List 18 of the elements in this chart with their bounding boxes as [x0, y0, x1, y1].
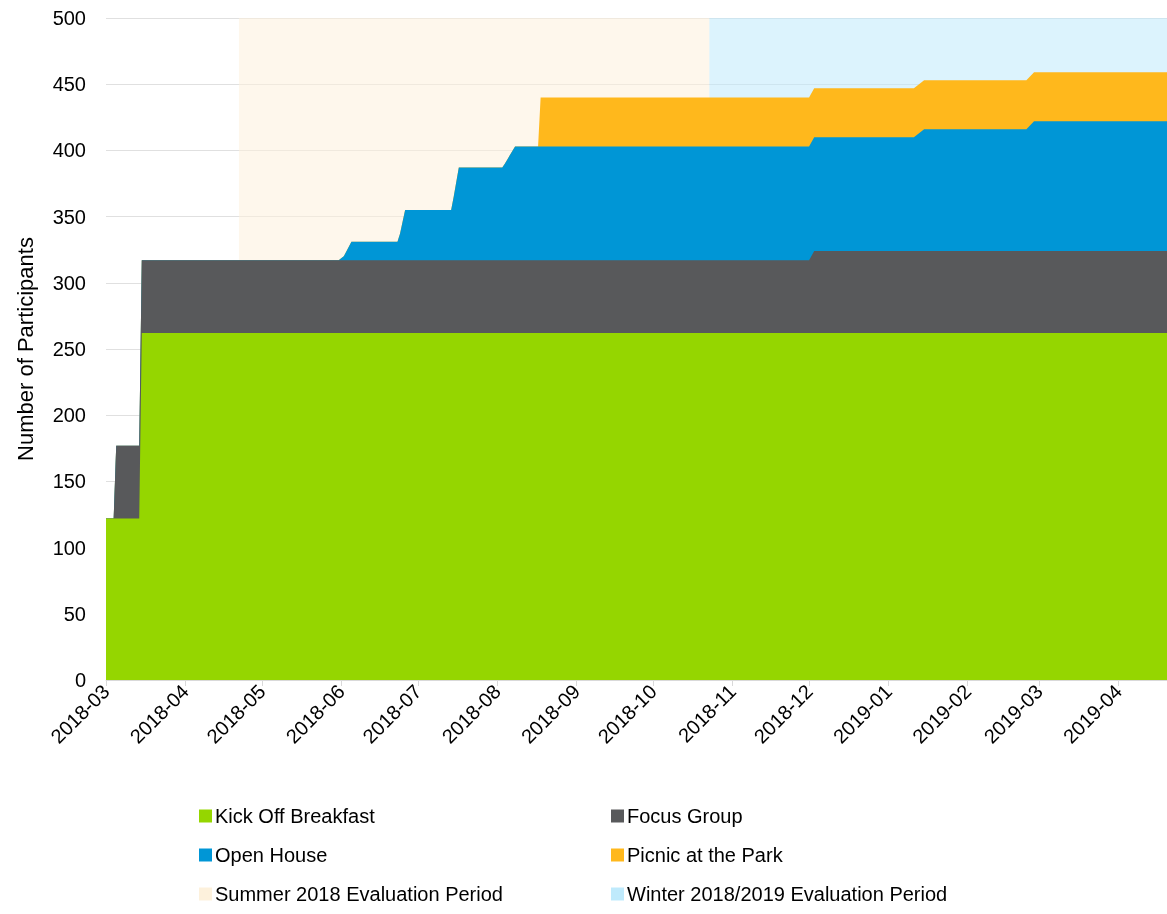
legend-label: Picnic at the Park — [627, 844, 784, 866]
y-tick-label: 500 — [52, 7, 86, 29]
legend-label: Summer 2018 Evaluation Period — [215, 883, 503, 905]
y-tick-label: 400 — [52, 139, 86, 162]
y-tick-label: 0 — [74, 669, 86, 691]
legend-label: Open House — [215, 844, 328, 866]
y-tick-label: 50 — [63, 602, 86, 625]
legend-label: Kick Off Breakfast — [215, 805, 376, 827]
y-tick-label: 300 — [52, 271, 86, 294]
y-axis-title: Number of Participants — [12, 237, 38, 461]
y-tick-label: 200 — [52, 404, 86, 427]
legend-label: Winter 2018/2019 Evaluation Period — [627, 883, 948, 905]
legend-label: Focus Group — [627, 805, 743, 827]
y-tick-label: 250 — [52, 338, 86, 360]
y-tick-label: 450 — [52, 73, 86, 96]
y-tick-label: 100 — [52, 536, 86, 559]
y-tick-label: 150 — [52, 470, 86, 493]
y-tick-label: 350 — [52, 205, 86, 228]
